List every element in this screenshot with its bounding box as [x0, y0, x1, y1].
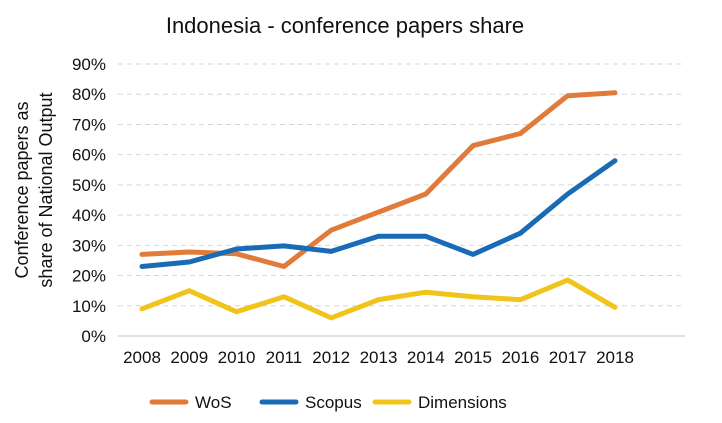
- x-tick-label: 2014: [407, 348, 445, 367]
- chart-title: Indonesia - conference papers share: [166, 13, 524, 38]
- x-tick-label: 2008: [123, 348, 161, 367]
- legend-label-dimensions: Dimensions: [418, 393, 507, 412]
- y-axis-label-line-1: Conference papers as: [12, 101, 32, 278]
- y-tick-label: 0%: [81, 327, 106, 346]
- x-tick-label: 2011: [266, 348, 303, 367]
- y-axis-label-line-2: share of National Output: [36, 92, 56, 287]
- y-tick-label: 90%: [72, 55, 106, 74]
- x-tick-label: 2016: [501, 348, 539, 367]
- series-line-scopus: [139, 158, 618, 269]
- x-axis-ticks: 2008 2009 2010 2011 2012 2013 2014 2015 2016 2017…: [123, 348, 634, 367]
- y-tick-label: 20%: [72, 267, 106, 286]
- x-tick-label: 2009: [170, 348, 208, 367]
- y-tick-label: 60%: [72, 146, 106, 165]
- legend-label-wos: WoS: [195, 393, 232, 412]
- y-tick-label: 10%: [72, 297, 106, 316]
- y-tick-label: 50%: [72, 176, 106, 195]
- x-tick-label: 2013: [360, 348, 398, 367]
- legend-label-scopus: Scopus: [305, 393, 362, 412]
- y-tick-label: 40%: [72, 206, 106, 225]
- y-tick-label: 80%: [72, 85, 106, 104]
- y-tick-label: 30%: [72, 236, 106, 255]
- x-tick-label: 2010: [218, 348, 256, 367]
- x-tick-label: 2017: [549, 348, 587, 367]
- series-lines: [139, 90, 618, 321]
- series-line-wos: [139, 90, 618, 269]
- x-tick-label: 2015: [454, 348, 492, 367]
- y-axis-ticks: 0% 10% 20% 30% 40% 50% 60% 70% 80% 90%: [72, 55, 106, 346]
- x-tick-label: 2018: [596, 348, 634, 367]
- series-line-dimensions: [139, 277, 618, 321]
- legend: WoS Scopus Dimensions: [149, 393, 507, 412]
- y-axis-label: Conference papers as share of National O…: [12, 92, 56, 287]
- x-tick-label: 2012: [312, 348, 350, 367]
- y-tick-label: 70%: [72, 115, 106, 134]
- gridlines: [118, 63, 685, 337]
